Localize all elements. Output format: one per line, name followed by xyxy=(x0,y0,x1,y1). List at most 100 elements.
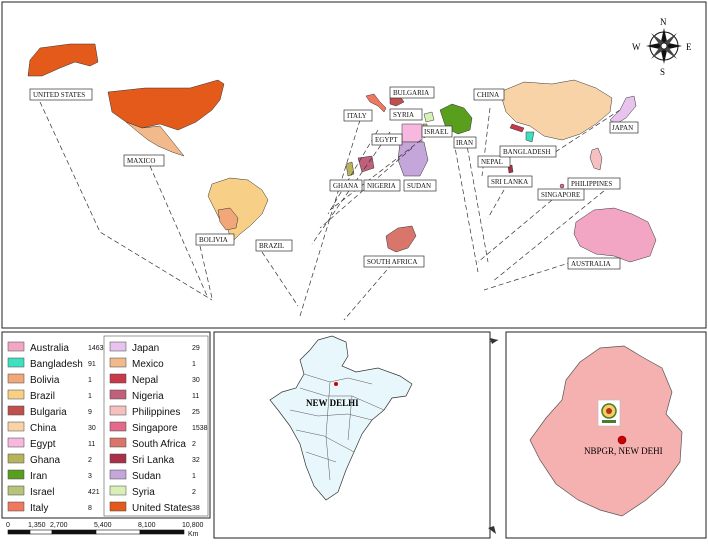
legend-item: Iran 3 xyxy=(7,469,92,482)
legend-count: 8 xyxy=(88,505,92,512)
legend-item: Sudan 1 xyxy=(109,469,196,482)
scale-tick-label: 10,800 xyxy=(182,522,204,529)
legend-item: Italy 8 xyxy=(7,501,92,514)
label-philippines: PHILIPPINES xyxy=(567,177,621,190)
legend-swatch xyxy=(109,453,127,464)
legend-name: Mexico xyxy=(132,359,164,370)
legend-count: 30 xyxy=(88,425,96,432)
legend-name: Sudan xyxy=(132,471,161,482)
legend-swatch xyxy=(109,437,127,448)
svg-text:MAXICO: MAXICO xyxy=(127,157,155,165)
legend-item: Sri Lanka 32 xyxy=(109,453,200,466)
legend-name: Italy xyxy=(30,503,48,514)
legend-item: Israel 421 xyxy=(7,485,100,498)
svg-text:ISRAEL: ISRAEL xyxy=(424,128,449,136)
svg-text:BULGARIA: BULGARIA xyxy=(393,89,429,97)
legend-item: United States 38 xyxy=(109,501,200,514)
legend-count: 30 xyxy=(192,377,200,384)
legend-name: Philippines xyxy=(132,407,180,418)
india-new-delhi-label: NEW DELHI xyxy=(306,398,359,408)
legend-count: 1 xyxy=(192,473,196,480)
svg-text:BOLIVIA: BOLIVIA xyxy=(199,236,228,244)
legend-item: Japan 29 xyxy=(109,341,200,354)
legend-count: 91 xyxy=(88,361,96,368)
legend-name: Bulgaria xyxy=(30,407,67,418)
scale-segment xyxy=(95,529,141,535)
delhi-map xyxy=(529,345,683,517)
legend-name: Nigeria xyxy=(132,391,164,402)
country-mexico xyxy=(125,121,185,157)
legend-item: Syria 2 xyxy=(109,485,196,498)
country-labels: UNITED STATES MAXICO BOLIVIA BRAZIL ITAL… xyxy=(29,86,639,270)
svg-text:IRAN: IRAN xyxy=(456,139,473,147)
label-ghana: GHANA xyxy=(329,179,363,192)
scale-tick-label: 8,100 xyxy=(138,522,156,529)
svg-text:BANGLADESH: BANGLADESH xyxy=(503,148,550,156)
legend-item: Philippines 25 xyxy=(109,405,200,418)
legend-count: 2 xyxy=(192,441,196,448)
scale-segment xyxy=(29,529,53,535)
legend-count: 9 xyxy=(88,409,92,416)
legend-swatch xyxy=(7,357,25,368)
svg-text:NEPAL: NEPAL xyxy=(481,158,503,166)
svg-text:SRI LANKA: SRI LANKA xyxy=(491,178,528,186)
svg-text:GHANA: GHANA xyxy=(333,182,358,190)
legend-item: South Africa 2 xyxy=(109,437,196,450)
legend-swatch xyxy=(109,501,127,512)
legend-name: Japan xyxy=(132,343,159,354)
label-italy: ITALY xyxy=(343,109,373,122)
legend-item: Mexico 1 xyxy=(109,357,196,370)
legend-item: Bulgaria 9 xyxy=(7,405,92,418)
legend-name: Bolivia xyxy=(30,375,60,386)
country-bangladesh xyxy=(525,131,535,143)
legend-name: Ghana xyxy=(30,455,60,466)
legend-name: China xyxy=(30,423,57,434)
legend-count: 2 xyxy=(192,489,196,496)
legend-name: Bangladesh xyxy=(30,359,83,370)
svg-text:ITALY: ITALY xyxy=(347,112,367,120)
legend-column-divider xyxy=(103,335,209,517)
scale-tick-label: 5,400 xyxy=(94,522,112,529)
legend-count: 1 xyxy=(88,393,92,400)
svg-text:SUDAN: SUDAN xyxy=(407,182,431,190)
label-singapore: SINGAPORE xyxy=(537,188,585,201)
legend-swatch xyxy=(109,389,127,400)
label-egypt: EGYPT xyxy=(371,133,403,146)
scale-segment xyxy=(51,529,97,535)
country-nepal xyxy=(509,123,525,133)
compass-north: N xyxy=(660,17,667,27)
legend-count: 38 xyxy=(192,505,200,512)
legend-swatch xyxy=(7,373,25,384)
country-alaska xyxy=(27,43,99,77)
legend-count: 1538 xyxy=(192,425,208,432)
legend-item: Australia 1463 xyxy=(7,341,104,354)
arrowhead-delhi-top xyxy=(490,338,498,344)
legend-count: 421 xyxy=(88,489,100,496)
legend-name: Sri Lanka xyxy=(132,455,175,466)
legend-count: 1 xyxy=(192,361,196,368)
svg-text:AUSTRALIA: AUSTRALIA xyxy=(571,260,611,268)
india-state-borders xyxy=(289,373,385,481)
label-brazil: BRAZIL xyxy=(255,239,293,252)
legend-count: 32 xyxy=(192,457,200,464)
legend-swatch xyxy=(109,421,127,432)
legend-swatch xyxy=(7,389,25,400)
legend-item: Nepal 30 xyxy=(109,373,200,386)
nbpgr-marker xyxy=(617,435,627,445)
svg-text:BRAZIL: BRAZIL xyxy=(259,242,284,250)
label-japan: JAPAN xyxy=(609,121,639,134)
svg-text:JAPAN: JAPAN xyxy=(612,124,633,132)
label-syria: SYRIA xyxy=(389,108,423,121)
country-egypt xyxy=(401,123,423,143)
country-south-africa xyxy=(385,225,417,253)
legend-name: Australia xyxy=(30,343,69,354)
legend-swatch xyxy=(7,469,25,480)
svg-text:SINGAPORE: SINGAPORE xyxy=(541,191,580,199)
legend-swatch xyxy=(109,373,127,384)
legend-item: China 30 xyxy=(7,421,96,434)
legend-item: Bangladesh 91 xyxy=(7,357,96,370)
compass-west: W xyxy=(632,42,641,52)
legend-item: Singapore 1538 xyxy=(109,421,208,434)
scale-tick-label: 1,350 xyxy=(28,522,46,529)
